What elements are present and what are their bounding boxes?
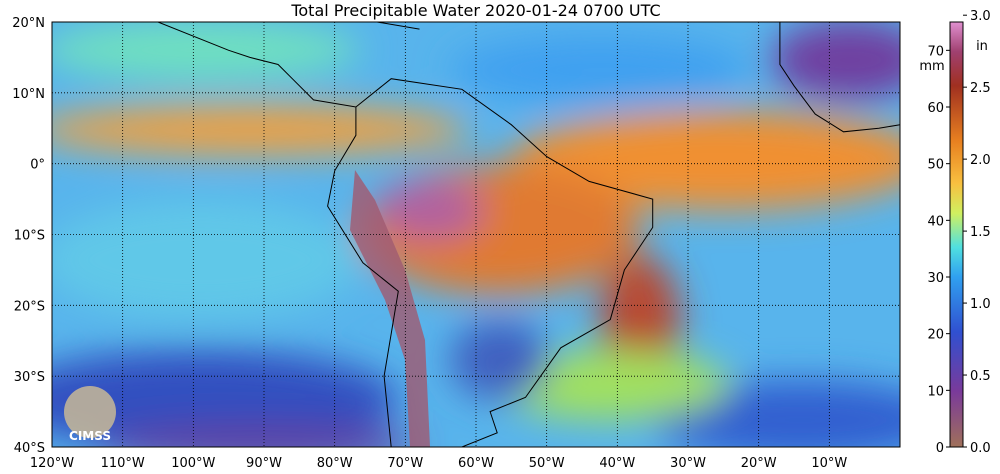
lon-tick-label: 120°W: [30, 456, 74, 470]
coastline: [157, 22, 654, 447]
lon-tick-label: 40°W: [599, 456, 635, 470]
lat-tick-label: 20°S: [14, 299, 45, 314]
coastline: [299, 22, 420, 30]
in-tick-label: 2.5: [970, 81, 991, 96]
graticule: [51, 21, 900, 448]
in-tick-label: 1.5: [970, 225, 991, 240]
in-tick-label: 0.5: [970, 369, 991, 384]
tpw-field: [52, 22, 900, 447]
mm-unit: mm: [919, 59, 944, 74]
in-tick-label: 3.0: [970, 9, 991, 24]
lon-tick-label: 60°W: [458, 456, 494, 470]
lon-tick-label: 90°W: [246, 456, 282, 470]
lat-tick-label: 10°N: [12, 87, 45, 102]
mm-tick-label: 50: [927, 158, 944, 173]
mm-tick-label: 60: [927, 101, 944, 116]
mm-tick-label: 10: [927, 384, 944, 399]
lat-tick-label: 30°S: [14, 370, 45, 385]
lon-tick-label: 70°W: [387, 456, 423, 470]
lat-tick-label: 0°: [30, 158, 45, 173]
mm-tick-label: 0: [936, 441, 944, 456]
mm-tick-label: 70: [927, 44, 944, 59]
lat-tick-label: 40°S: [14, 441, 45, 456]
in-tick-label: 0.0: [970, 441, 991, 456]
lon-tick-label: 80°W: [317, 456, 353, 470]
lon-tick-label: 110°W: [101, 456, 145, 470]
lon-tick-label: 10°W: [811, 456, 847, 470]
mm-tick-label: 20: [927, 328, 944, 343]
lon-tick-label: 20°W: [741, 456, 777, 470]
mm-tick-label: 30: [927, 271, 944, 286]
in-tick-label: 2.0: [970, 153, 991, 168]
lat-tick-label: 10°S: [14, 229, 45, 244]
coastline: [779, 22, 900, 133]
in-unit: in: [976, 39, 988, 54]
logo-text: CIMSS: [69, 429, 111, 443]
lon-tick-label: 100°W: [171, 456, 215, 470]
colorbar: [949, 21, 964, 448]
lat-tick-label: 20°N: [12, 16, 45, 31]
lon-tick-label: 50°W: [529, 456, 565, 470]
map-title: Total Precipitable Water 2020-01-24 0700…: [290, 1, 660, 20]
logo: CIMSS: [64, 386, 116, 443]
in-tick-label: 1.0: [970, 297, 991, 312]
lon-tick-label: 30°W: [670, 456, 706, 470]
mm-tick-label: 40: [927, 214, 944, 229]
